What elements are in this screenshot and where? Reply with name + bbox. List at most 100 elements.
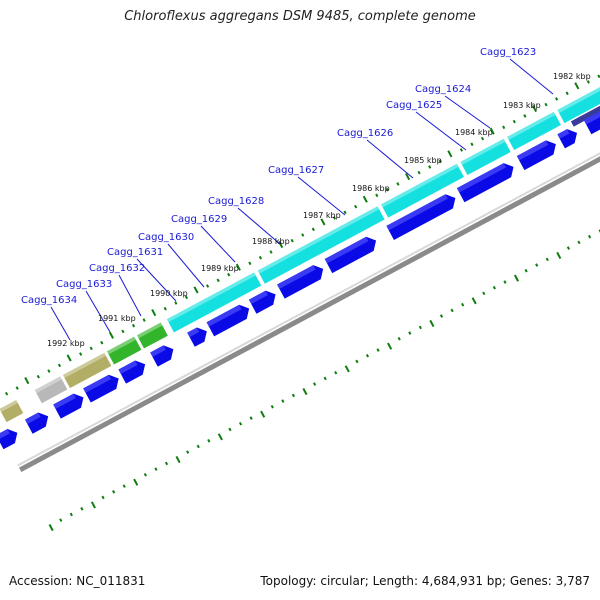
tick-mark: [470, 142, 474, 147]
kbp-label: 1988 kbp: [252, 237, 290, 246]
leader-line: [366, 139, 414, 179]
tick-mark: [228, 427, 232, 432]
kbp-label: 1989 kbp: [201, 264, 239, 273]
cds-arrow: [456, 163, 514, 203]
feature-segment: [0, 398, 25, 424]
tick-mark: [365, 353, 370, 358]
tick-mark: [376, 348, 380, 352]
feature-segment: [555, 85, 600, 125]
tick-mark: [597, 74, 600, 79]
cds-arrow: [277, 265, 324, 299]
tick-mark: [397, 336, 401, 341]
feature-segment: [505, 110, 563, 152]
tick-mark: [565, 91, 569, 96]
kbp-label: 1984 kbp: [455, 128, 493, 137]
cds-highlight: [0, 429, 10, 439]
cds-highlight: [277, 265, 316, 289]
tick-mark: [24, 377, 30, 385]
tick-mark: [108, 331, 114, 339]
tick-mark: [577, 240, 581, 245]
leader-line: [136, 258, 177, 302]
cds-highlight: [324, 236, 369, 264]
cds-highlight: [25, 412, 41, 424]
map-title: Chloroflexus aggregans DSM 9485, complet…: [124, 9, 476, 24]
tick-mark: [260, 410, 266, 418]
tick-mark: [66, 354, 72, 362]
tick-mark: [334, 370, 338, 375]
tick-mark: [531, 104, 538, 113]
tick-mark: [512, 119, 516, 124]
tick-mark: [461, 302, 465, 307]
cds-highlight: [386, 194, 448, 231]
tick-mark: [80, 507, 84, 511]
tick-mark: [163, 306, 167, 311]
kbp-label: 1992 kbp: [47, 339, 85, 348]
leader-line: [50, 306, 71, 341]
cds-track: [0, 111, 600, 450]
gene-label: Cagg_1631: [107, 247, 163, 258]
feature-segment: [570, 105, 600, 127]
feature-ring: [0, 85, 600, 424]
tick-mark: [535, 263, 539, 267]
tick-mark: [57, 363, 62, 368]
feature-highlight: [380, 163, 459, 208]
tick-mark: [439, 314, 444, 318]
outer-tick-track: [5, 74, 600, 396]
tick-mark: [301, 233, 305, 237]
tick-mark: [362, 195, 368, 203]
tick-mark: [269, 250, 273, 254]
tick-mark: [217, 433, 223, 441]
tick-mark: [142, 318, 146, 322]
leader-line: [509, 58, 554, 95]
tick-mark: [524, 268, 528, 273]
tick-mark: [174, 301, 178, 305]
tick-mark: [143, 472, 147, 477]
genome-stats: Topology: circular; Length: 4,684,931 bp…: [260, 574, 590, 588]
tick-mark: [312, 382, 317, 386]
tick-mark: [131, 323, 136, 328]
cds-highlight: [118, 360, 138, 374]
tick-mark: [556, 251, 562, 260]
kbp-label: 1985 kbp: [404, 156, 442, 165]
cds-highlight: [206, 304, 242, 327]
tick-mark: [90, 501, 96, 509]
leader-line: [200, 225, 236, 263]
leader-line: [297, 176, 346, 216]
inner-tick-track: [48, 229, 600, 532]
gene-label: Cagg_1626: [337, 128, 393, 139]
tick-mark: [193, 286, 199, 294]
tick-mark: [503, 280, 507, 284]
tick-mark: [428, 165, 432, 169]
tick-mark: [523, 114, 527, 118]
cds-arrow: [516, 140, 556, 171]
tick-mark: [205, 284, 210, 288]
tick-mark: [405, 172, 411, 181]
cds-highlight: [53, 393, 76, 409]
tick-mark: [332, 216, 337, 220]
tick-mark: [385, 187, 389, 192]
backbone: [17, 152, 600, 473]
tick-mark: [121, 329, 125, 334]
tick-mark: [238, 421, 243, 426]
tick-mark: [248, 261, 252, 266]
tick-mark: [122, 484, 126, 488]
tick-mark: [59, 518, 63, 522]
cds-highlight: [516, 140, 549, 161]
tick-mark: [408, 331, 412, 335]
tick-mark: [447, 150, 453, 158]
gene-label: Cagg_1629: [171, 214, 227, 225]
tick-mark: [278, 241, 284, 249]
tick-mark: [154, 467, 158, 471]
tick-mark: [320, 218, 326, 226]
kbp-label: 1987 kbp: [303, 211, 341, 220]
tick-mark: [480, 136, 485, 141]
tick-mark: [354, 204, 358, 209]
tick-mark: [587, 234, 592, 239]
backbone-line: [18, 156, 600, 473]
cds-arrow: [324, 236, 377, 274]
tick-mark: [489, 127, 495, 135]
tick-mark: [311, 227, 315, 232]
tick-mark: [502, 125, 506, 130]
tick-mark: [249, 416, 253, 420]
